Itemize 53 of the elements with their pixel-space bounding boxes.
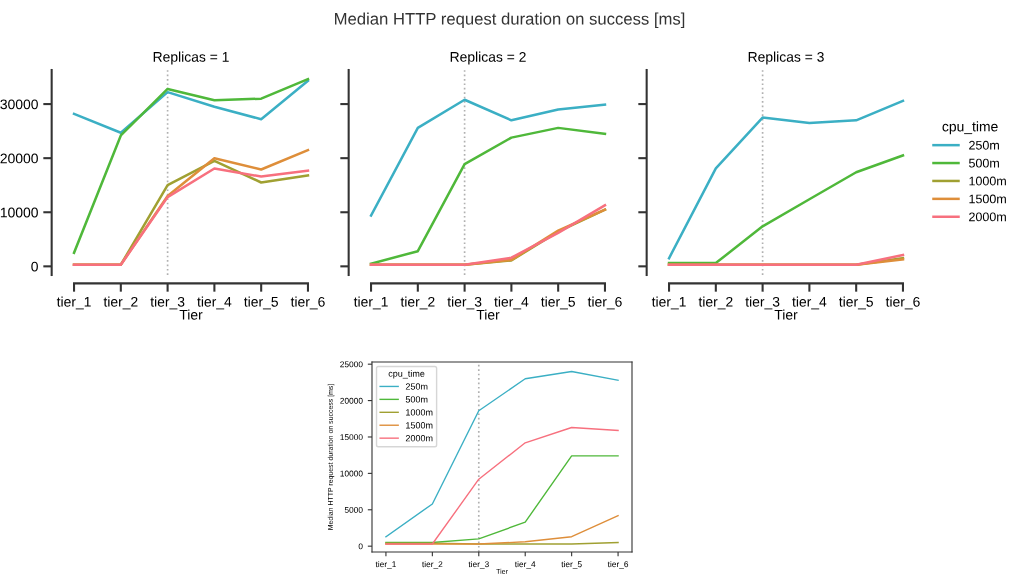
legend-label: 500m bbox=[968, 158, 999, 168]
x-axis-title: Tier bbox=[774, 309, 798, 320]
legend-label: 500m bbox=[405, 396, 428, 403]
x-tick-label: tier_3 bbox=[468, 561, 489, 569]
y-tick-label: 0 bbox=[31, 261, 38, 272]
x-tick-label: tier_5 bbox=[561, 561, 582, 569]
x-tick-label: tier_1 bbox=[375, 561, 396, 569]
x-tick-label: tier_1 bbox=[353, 296, 388, 310]
x-tick-label: tier_3 bbox=[150, 296, 185, 310]
y-tick-label: 10000 bbox=[340, 470, 363, 477]
y-tick-label: 0 bbox=[358, 543, 363, 550]
x-tick-label: tier_4 bbox=[514, 561, 536, 569]
x-tick-label: tier_6 bbox=[587, 296, 622, 310]
legend-title: cpu_time bbox=[388, 370, 425, 379]
x-axis-title: Tier bbox=[179, 309, 203, 320]
legend-label: 250m bbox=[969, 140, 999, 150]
x-tick-label: tier_2 bbox=[422, 561, 443, 569]
y-tick-label: 30000 bbox=[0, 99, 38, 110]
text: Median HTTP request duration on success [ms] bbox=[335, 12, 685, 29]
x-tick-label: tier_2 bbox=[698, 296, 733, 310]
x-tick-label: tier_5 bbox=[541, 296, 575, 310]
legend-label: 250m bbox=[405, 383, 428, 390]
legend-label: 2000m bbox=[969, 212, 1006, 222]
x-tick-label: tier_6 bbox=[290, 296, 325, 310]
y-tick-label: 20000 bbox=[0, 153, 38, 164]
x-tick-label: tier_1 bbox=[651, 296, 686, 310]
chart-title: Replicas = 2 bbox=[450, 51, 526, 65]
legend-title: cpu_time bbox=[942, 121, 998, 135]
y-tick-label: 10000 bbox=[0, 207, 38, 218]
chart-title: Replicas = 1 bbox=[153, 51, 229, 65]
x-tick-label: tier_3 bbox=[745, 296, 780, 310]
legend-label: 1000m bbox=[969, 176, 1006, 186]
x-axis-title: Tier bbox=[476, 309, 500, 320]
legend-label: 2000m bbox=[405, 435, 433, 442]
legend-label: 1000m bbox=[406, 409, 433, 416]
x-tick-label: tier_4 bbox=[197, 296, 232, 310]
x-tick-label: tier_6 bbox=[607, 561, 629, 569]
y-tick-label: 5000 bbox=[344, 506, 363, 513]
x-tick-label: tier_4 bbox=[494, 296, 529, 310]
chart-title: Replicas = 3 bbox=[748, 51, 824, 65]
x-tick-label: tier_5 bbox=[244, 296, 278, 310]
legend-label: 1500m bbox=[969, 194, 1006, 204]
y-tick-label: 25000 bbox=[340, 361, 363, 368]
x-tick-label: tier_3 bbox=[447, 296, 482, 310]
legend-label: 1500m bbox=[406, 422, 433, 429]
x-tick-label: tier_4 bbox=[792, 296, 827, 310]
x-tick-label: tier_5 bbox=[839, 296, 873, 310]
x-tick-label: tier_1 bbox=[56, 296, 91, 310]
x-tick-label: tier_6 bbox=[885, 296, 920, 310]
x-tick-label: tier_2 bbox=[103, 296, 138, 310]
y-tick-label: 15000 bbox=[340, 434, 363, 441]
y-tick-label: 20000 bbox=[340, 397, 363, 404]
x-tick-label: tier_2 bbox=[400, 296, 435, 310]
